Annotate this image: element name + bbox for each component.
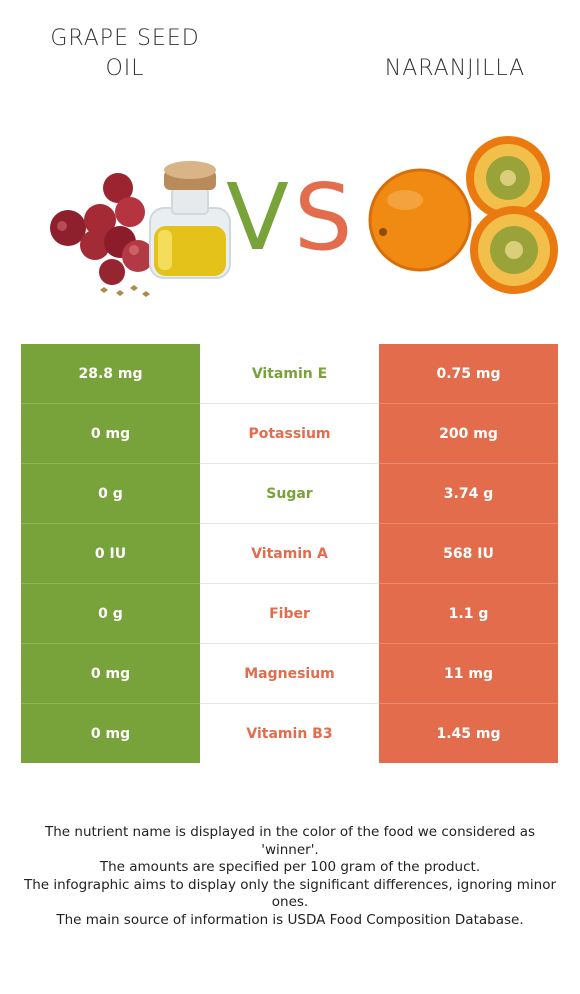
table-row: 0 mg Potassium 200 mg [21,403,558,464]
left-food-value: 28.8 mg [21,344,200,404]
right-food-value: 3.74 g [379,463,558,524]
left-food-value: 0 mg [21,643,200,704]
nutrient-name: Vitamin B3 [200,703,379,763]
table-row: 0 mg Magnesium 11 mg [21,643,558,704]
table-row: 0 g Sugar 3.74 g [21,463,558,524]
table-row: 0 mg Vitamin B3 1.45 mg [21,703,558,763]
table-row: 0 IU Vitamin A 568 IU [21,523,558,584]
right-food-value: 200 mg [379,403,558,464]
right-food-value: 1.45 mg [379,703,558,763]
right-food-value: 0.75 mg [379,344,558,404]
left-food-title: GRAPE SEED OIL [30,24,220,84]
right-food-value: 1.1 g [379,583,558,644]
food-illustration [50,136,558,297]
nutrient-name: Sugar [200,463,379,524]
oil-jar-image [149,161,231,279]
footer-line-4: The main source of information is USDA F… [56,911,524,928]
table-row: 0 g Fiber 1.1 g [21,583,558,644]
footer-line-2: The amounts are specified per 100 gram o… [99,859,481,875]
nutrient-name: Magnesium [200,643,379,704]
right-food-value: 11 mg [379,643,558,704]
footer-notes: The nutrient name is displayed in the co… [20,824,560,929]
vs-letter-s: S [294,164,353,271]
left-food-value: 0 mg [21,403,200,464]
nutrient-name: Vitamin E [200,344,379,404]
table-row: 28.8 mg Vitamin E 0.75 mg [21,344,558,404]
left-food-value: 0 g [21,463,200,524]
nutrient-name: Vitamin A [200,523,379,584]
left-food-value: 0 IU [21,523,200,584]
comparison-table: 28.8 mg Vitamin E 0.75 mg 0 mg Potassium 200 … [21,344,558,763]
nutrient-name: Potassium [200,403,379,464]
left-food-title-line2: OIL [105,56,145,81]
naranjilla-image [368,136,558,294]
grapes-image [50,173,154,297]
left-food-value: 0 g [21,583,200,644]
footer-line-3: The infographic aims to display only the… [23,876,557,911]
footer-line-1: The nutrient name is displayed in the co… [44,824,536,858]
vs-letter-v: V [226,164,289,271]
right-food-value: 568 IU [379,523,558,584]
left-food-title-line1: GRAPE SEED [50,26,200,51]
nutrient-name: Fiber [200,583,379,644]
left-food-value: 0 mg [21,703,200,763]
right-food-title: NARANJILLA [384,56,526,81]
